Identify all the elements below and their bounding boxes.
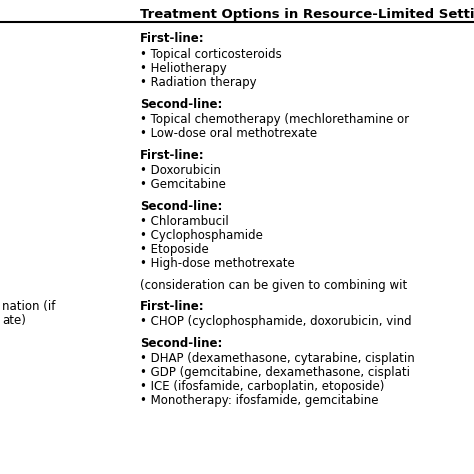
Text: • Radiation therapy: • Radiation therapy xyxy=(140,76,256,89)
Text: Second-line:: Second-line: xyxy=(140,98,222,111)
Text: • CHOP (cyclophosphamide, doxorubicin, vind: • CHOP (cyclophosphamide, doxorubicin, v… xyxy=(140,315,411,328)
Text: (consideration can be given to combining wit: (consideration can be given to combining… xyxy=(140,279,407,292)
Text: • Heliotherapy: • Heliotherapy xyxy=(140,62,227,75)
Text: First-line:: First-line: xyxy=(140,149,204,162)
Text: • High-dose methotrexate: • High-dose methotrexate xyxy=(140,257,294,270)
Text: First-line:: First-line: xyxy=(140,300,204,313)
Text: • Topical corticosteroids: • Topical corticosteroids xyxy=(140,48,282,61)
Text: • Monotherapy: ifosfamide, gemcitabine: • Monotherapy: ifosfamide, gemcitabine xyxy=(140,394,378,407)
Text: Treatment Options in Resource-Limited Setti: Treatment Options in Resource-Limited Se… xyxy=(140,8,474,21)
Text: • Doxorubicin: • Doxorubicin xyxy=(140,164,221,177)
Text: • DHAP (dexamethasone, cytarabine, cisplatin: • DHAP (dexamethasone, cytarabine, cispl… xyxy=(140,352,415,365)
Text: • Cyclophosphamide: • Cyclophosphamide xyxy=(140,229,263,242)
Text: • Low-dose oral methotrexate: • Low-dose oral methotrexate xyxy=(140,127,317,140)
Text: ate): ate) xyxy=(2,314,26,327)
Text: nation (if: nation (if xyxy=(2,300,56,313)
Text: Second-line:: Second-line: xyxy=(140,200,222,213)
Text: First-line:: First-line: xyxy=(140,32,204,45)
Text: • Chlorambucil: • Chlorambucil xyxy=(140,215,228,228)
Text: • Etoposide: • Etoposide xyxy=(140,243,209,256)
Text: • Gemcitabine: • Gemcitabine xyxy=(140,178,226,191)
Text: Second-line:: Second-line: xyxy=(140,337,222,350)
Text: • GDP (gemcitabine, dexamethasone, cisplati: • GDP (gemcitabine, dexamethasone, cispl… xyxy=(140,366,410,379)
Text: • ICE (ifosfamide, carboplatin, etoposide): • ICE (ifosfamide, carboplatin, etoposid… xyxy=(140,380,384,393)
Text: • Topical chemotherapy (mechlorethamine or: • Topical chemotherapy (mechlorethamine … xyxy=(140,113,409,126)
